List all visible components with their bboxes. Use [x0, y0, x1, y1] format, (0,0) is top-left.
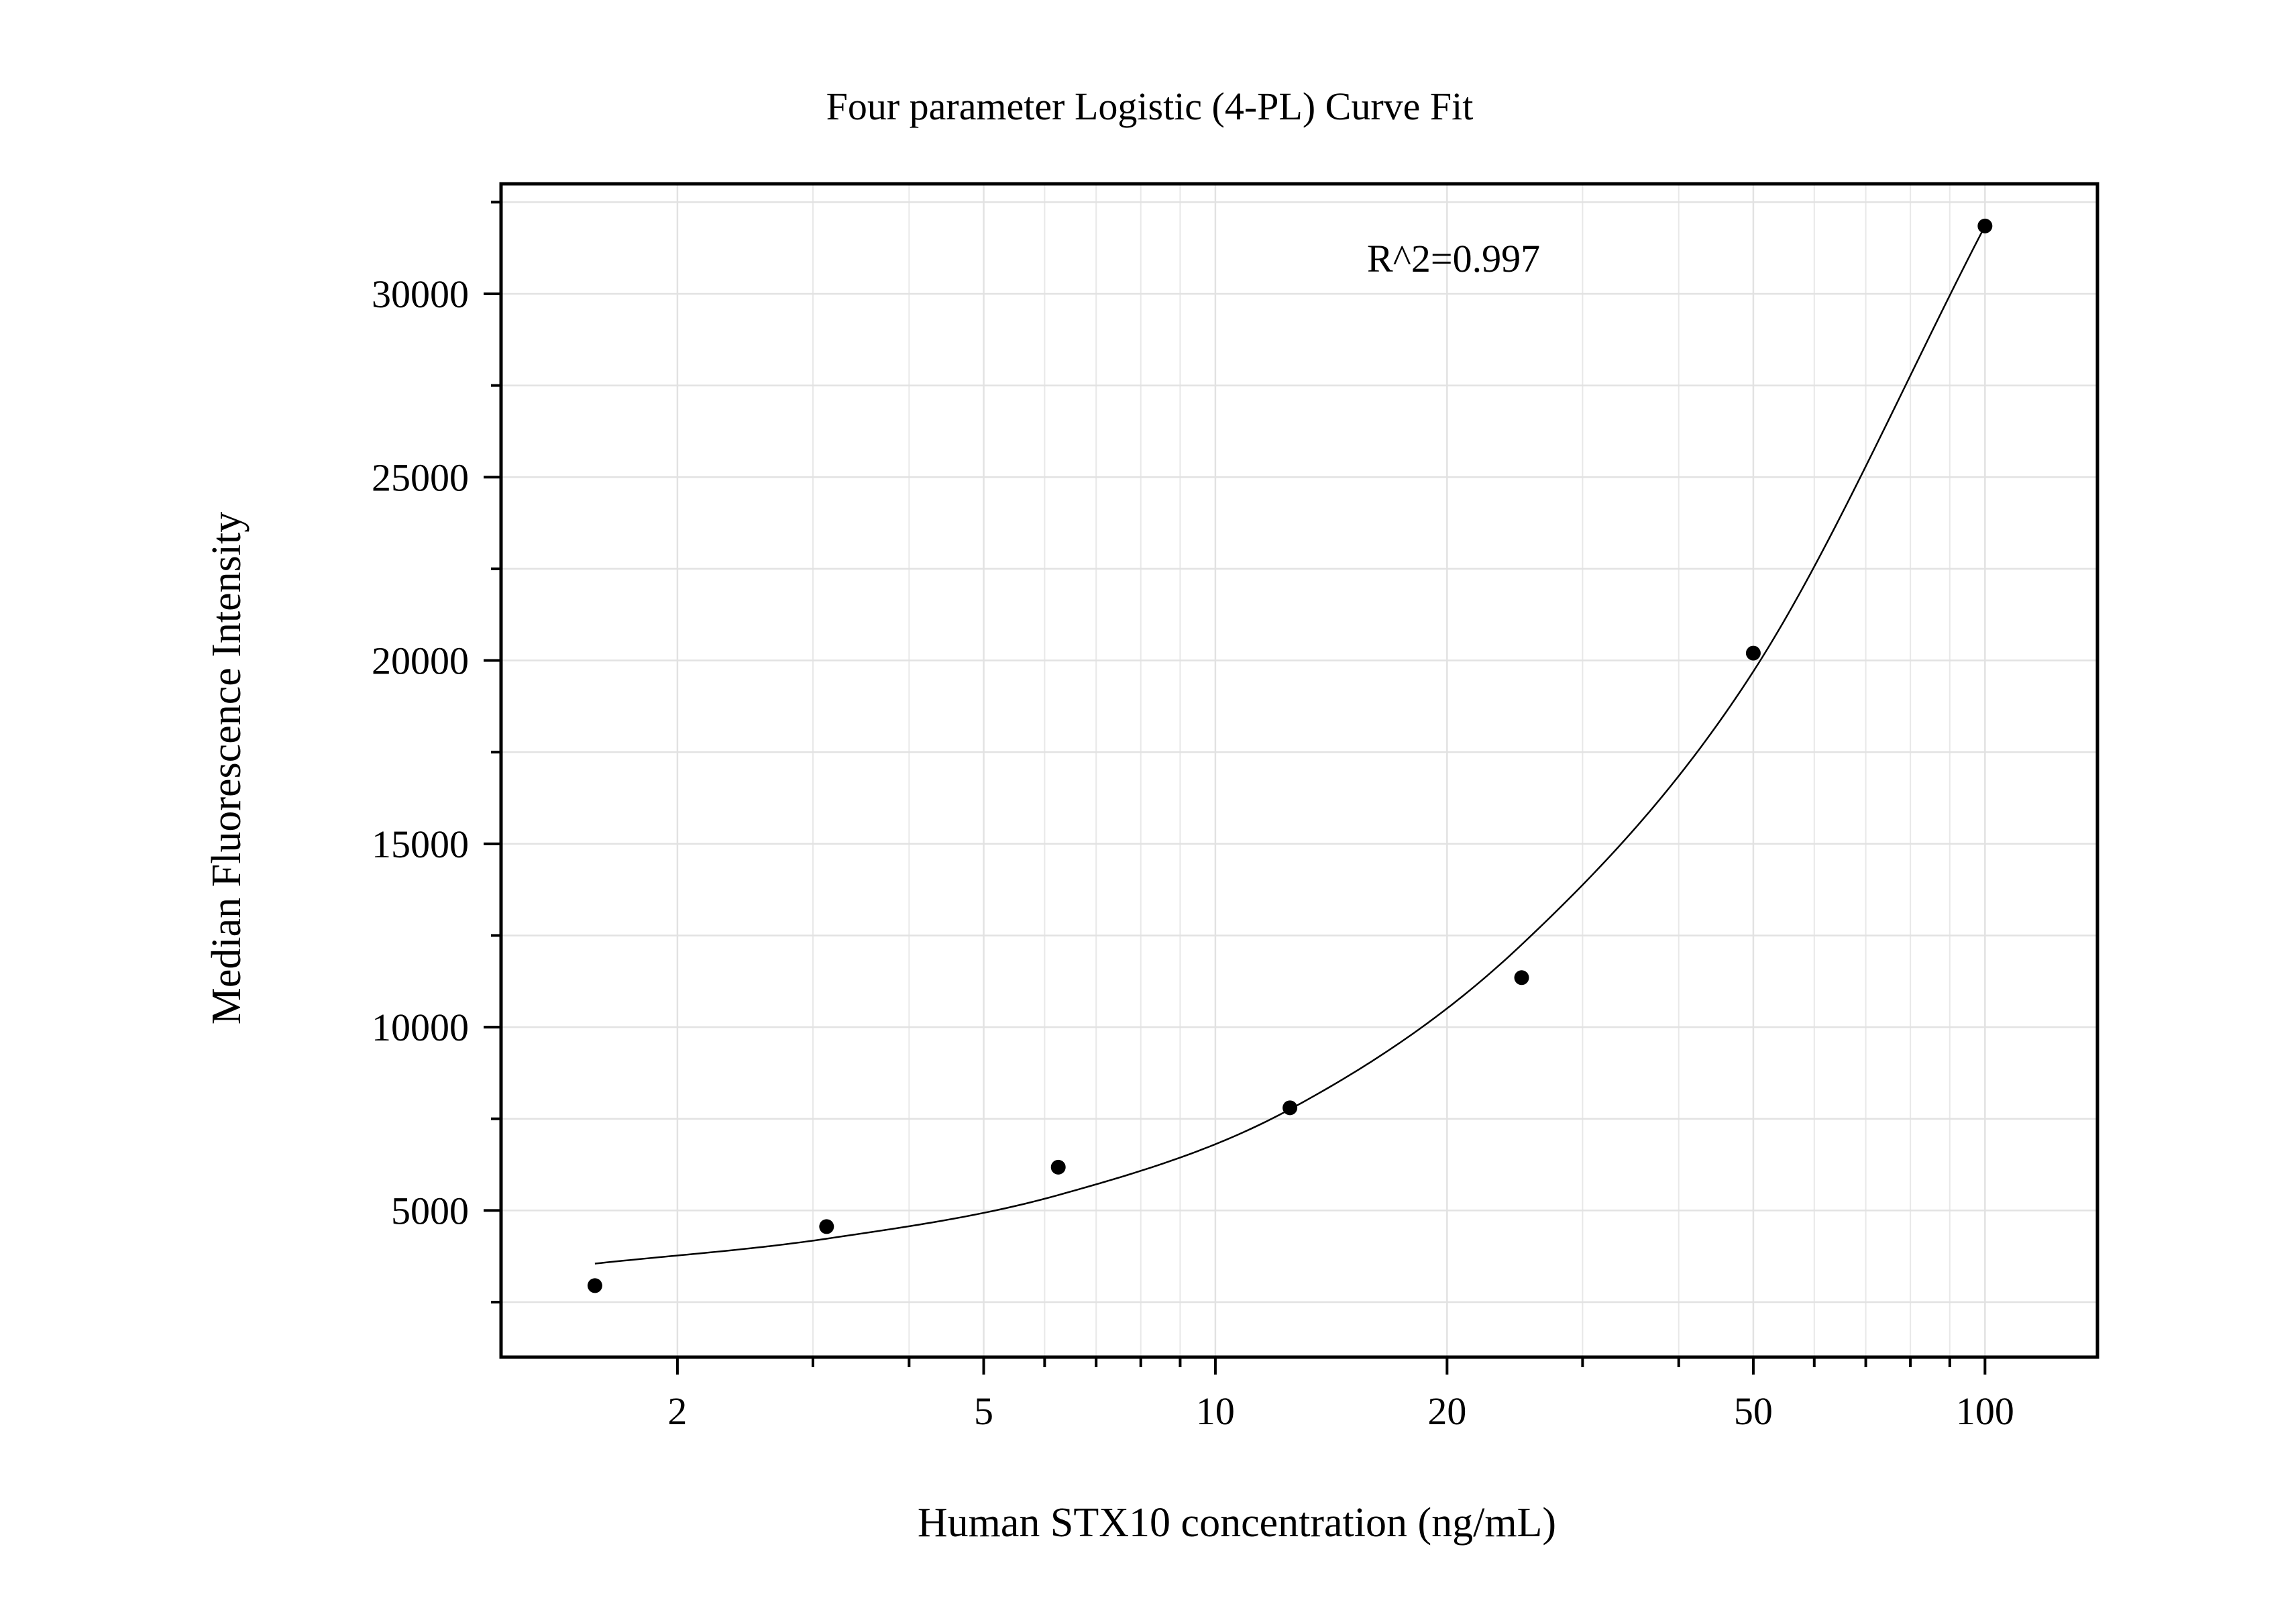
- data-point: [1745, 645, 1761, 661]
- data-point: [587, 1278, 602, 1293]
- data-point: [819, 1219, 834, 1234]
- y-tick-label: 5000: [391, 1189, 469, 1232]
- x-tick-label: 5: [974, 1389, 993, 1433]
- x-tick-label: 20: [1427, 1389, 1466, 1433]
- x-axis-title: Human STX10 concentration (ng/mL): [918, 1500, 1556, 1546]
- y-tick-label: 15000: [372, 822, 469, 866]
- data-point: [1050, 1159, 1066, 1175]
- plot-frame: [499, 182, 2099, 1359]
- data-point: [1977, 218, 1993, 233]
- y-tick-label: 30000: [372, 272, 469, 316]
- grid: [501, 184, 2097, 1357]
- y-axis-title: Median Fluorescence Intensity: [204, 512, 250, 1024]
- data-point: [1514, 970, 1529, 985]
- x-tick-label: 50: [1734, 1389, 1773, 1433]
- x-tick-label: 2: [667, 1389, 687, 1433]
- y-tick-label: 10000: [372, 1006, 469, 1049]
- x-tick-label: 10: [1196, 1389, 1235, 1433]
- tick-labels: 2 5 10 20 50 100 5000 10000 15000 20000 25000 30000: [372, 272, 2014, 1433]
- x-tick-label: 100: [1956, 1389, 2014, 1433]
- chart-title: Four parameter Logistic (4-PL) Curve Fit: [826, 85, 1474, 128]
- axis-ticks: [484, 201, 1987, 1375]
- y-tick-label: 25000: [372, 456, 469, 499]
- r-squared-annotation: R^2=0.997: [1367, 237, 1540, 280]
- y-tick-label: 20000: [372, 639, 469, 683]
- data-point: [1282, 1100, 1298, 1116]
- data-points: [587, 218, 1993, 1293]
